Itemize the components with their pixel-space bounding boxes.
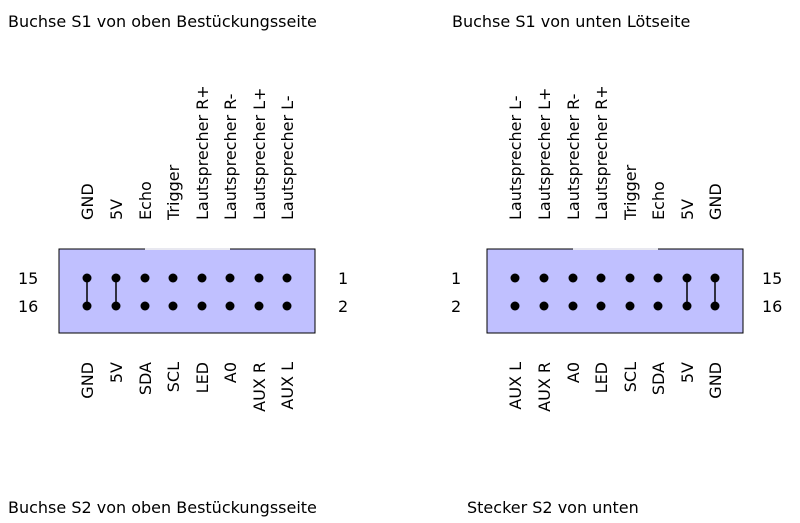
right-bottom-label: GND	[706, 362, 725, 399]
pin	[568, 273, 578, 283]
right-pin-num-15: 15	[762, 269, 782, 288]
pin	[596, 301, 606, 311]
pin	[140, 273, 150, 283]
pin	[225, 273, 235, 283]
left-top-label: Lautsprecher R-	[221, 94, 240, 220]
pin	[197, 301, 207, 311]
right-pin-row-bottom	[510, 301, 720, 311]
pin	[168, 273, 178, 283]
left-bottom-label: LED	[193, 362, 212, 393]
pin	[625, 301, 635, 311]
pin	[568, 301, 578, 311]
left-bottom-label: SCL	[164, 362, 183, 392]
left-top-label: 5V	[107, 199, 126, 220]
right-bottom-label: SDA	[649, 362, 668, 395]
right-bottom-label: LED	[592, 362, 611, 393]
left-pin-num-1: 1	[338, 269, 348, 288]
left-top-label: Lautsprecher L+	[250, 88, 269, 220]
left-bottom-label: SDA	[136, 362, 155, 395]
left-pin-num-15: 15	[18, 269, 38, 288]
pin	[625, 273, 635, 283]
left-bottom-label: 5V	[107, 362, 126, 383]
left-connector-body	[58, 248, 316, 334]
pin	[140, 301, 150, 311]
pin	[282, 273, 292, 283]
left-bottom-label: AUX R	[250, 362, 269, 412]
left-top-label: Trigger	[164, 164, 183, 221]
left-pin-num-2: 2	[338, 297, 348, 316]
left-bottom-label: AUX L	[278, 362, 297, 410]
right-top-label: 5V	[678, 199, 697, 220]
left-pin-row-bottom	[82, 301, 292, 311]
right-top-label: Lautsprecher R+	[592, 85, 611, 220]
pin	[168, 301, 178, 311]
left-top-label: GND	[78, 183, 97, 220]
pin	[225, 301, 235, 311]
right-top-label: Lautsprecher R-	[564, 94, 583, 220]
title-s1-top: Buchse S1 von oben Bestückungsseite	[8, 12, 317, 31]
pin	[510, 273, 520, 283]
pin	[596, 273, 606, 283]
pin	[539, 273, 549, 283]
right-pin-num-16: 16	[762, 297, 782, 316]
left-top-label: Echo	[136, 181, 155, 220]
right-bottom-label: AUX R	[535, 362, 554, 412]
left-bottom-label: GND	[78, 362, 97, 399]
right-bottom-label: A0	[564, 362, 583, 383]
left-connector: 15 16 1 2 GND 5V Echo Trigger Lautsprech…	[18, 85, 348, 412]
right-pin-num-2: 2	[451, 297, 461, 316]
right-connector-body	[486, 248, 744, 334]
right-top-label: Lautsprecher L-	[506, 95, 525, 220]
right-top-label: GND	[706, 183, 725, 220]
pin	[254, 273, 264, 283]
pin	[282, 301, 292, 311]
title-s2-bottom: Stecker S2 von unten	[467, 498, 639, 517]
right-connector: 1 2 15 16 Lautsprecher L- Lautsprecher L…	[451, 85, 782, 412]
right-bottom-label: SCL	[621, 362, 640, 392]
pin	[653, 301, 663, 311]
right-bottom-label: AUX L	[506, 362, 525, 410]
right-top-label: Trigger	[621, 164, 640, 221]
pin	[254, 301, 264, 311]
right-top-label: Echo	[649, 181, 668, 220]
pin	[653, 273, 663, 283]
left-pin-row-top	[82, 273, 292, 283]
right-bottom-label: 5V	[678, 362, 697, 383]
left-top-label: Lautsprecher R+	[193, 85, 212, 220]
title-s1-bottom: Buchse S1 von unten Lötseite	[452, 12, 690, 31]
title-s2-top: Buchse S2 von oben Bestückungsseite	[8, 498, 317, 517]
right-top-label: Lautsprecher L+	[535, 88, 554, 220]
left-top-label: Lautsprecher L-	[278, 95, 297, 220]
left-bottom-label: A0	[221, 362, 240, 383]
right-pin-num-1: 1	[451, 269, 461, 288]
pin	[197, 273, 207, 283]
pin	[510, 301, 520, 311]
left-pin-num-16: 16	[18, 297, 38, 316]
pin	[539, 301, 549, 311]
